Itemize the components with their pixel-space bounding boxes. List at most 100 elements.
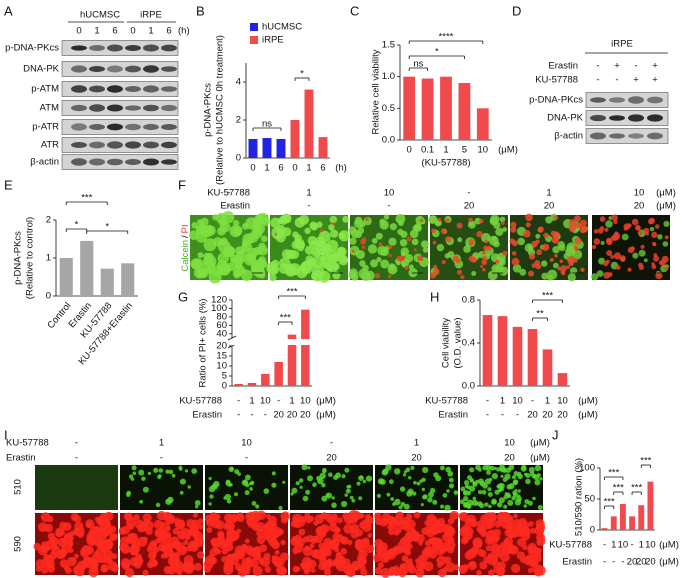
bar bbox=[276, 139, 286, 158]
cell bbox=[395, 511, 404, 520]
cell bbox=[645, 231, 649, 236]
cell bbox=[376, 493, 381, 498]
lane-label: 0 bbox=[76, 26, 81, 37]
cell bbox=[319, 531, 327, 538]
blot-band bbox=[609, 133, 625, 139]
x-tick-label: 0.1 bbox=[421, 145, 434, 156]
cell bbox=[619, 255, 626, 262]
x-tick-label: - bbox=[264, 410, 267, 421]
x-tick-label: 20 bbox=[300, 410, 311, 421]
cell bbox=[431, 228, 436, 234]
cell bbox=[102, 555, 112, 564]
cell bbox=[260, 556, 271, 567]
cell bbox=[342, 512, 350, 520]
cell bbox=[514, 489, 518, 492]
cell bbox=[662, 241, 669, 247]
blot-band bbox=[161, 86, 177, 92]
y-tick-label: 50 bbox=[584, 494, 595, 505]
cell bbox=[591, 244, 597, 250]
cell bbox=[133, 550, 139, 556]
cell bbox=[432, 499, 438, 505]
cell bbox=[409, 566, 414, 572]
panel-letter: J bbox=[552, 427, 559, 442]
cell bbox=[322, 561, 332, 571]
cell bbox=[35, 565, 42, 572]
cell bbox=[340, 548, 348, 555]
cell bbox=[549, 258, 554, 262]
cell bbox=[134, 562, 139, 568]
significance-label: *** bbox=[613, 483, 624, 494]
blot-row-label: ATR bbox=[41, 140, 59, 151]
cell bbox=[570, 267, 578, 275]
cell bbox=[535, 239, 540, 244]
cell bbox=[523, 504, 528, 508]
cell bbox=[437, 517, 446, 526]
cell bbox=[91, 561, 99, 568]
blot-band bbox=[107, 85, 123, 93]
cell bbox=[325, 492, 332, 499]
cell bbox=[493, 221, 501, 229]
cell bbox=[458, 564, 468, 574]
cell bbox=[456, 269, 463, 275]
cell bbox=[348, 226, 357, 235]
cell bbox=[640, 244, 645, 249]
cell bbox=[400, 251, 406, 257]
cell bbox=[63, 564, 71, 572]
cell bbox=[320, 255, 327, 262]
significance-label: * bbox=[435, 47, 439, 58]
bar bbox=[318, 137, 328, 158]
cell bbox=[457, 237, 463, 243]
x-tick-label: - bbox=[603, 557, 606, 568]
bar bbox=[403, 76, 416, 140]
cell bbox=[147, 471, 152, 476]
cell bbox=[319, 228, 323, 233]
cell bbox=[421, 487, 425, 492]
blot-band bbox=[143, 158, 159, 166]
cell bbox=[194, 500, 201, 506]
cell bbox=[299, 478, 304, 483]
cell bbox=[448, 477, 454, 483]
cell bbox=[240, 269, 253, 282]
cell bbox=[271, 471, 276, 476]
cell bbox=[631, 218, 639, 226]
treatment-sign: + bbox=[652, 75, 658, 86]
panel-letter: G bbox=[178, 289, 188, 304]
cell bbox=[101, 564, 107, 570]
cell bbox=[233, 219, 240, 227]
x-tick-label: 10 bbox=[618, 540, 629, 551]
cell bbox=[504, 492, 508, 496]
cell bbox=[503, 504, 508, 509]
cell bbox=[399, 239, 408, 247]
stain-label: Calcein / PI bbox=[180, 224, 191, 271]
cell bbox=[389, 223, 397, 231]
unit-label: (μM) bbox=[578, 396, 598, 407]
cell bbox=[290, 250, 300, 259]
condition-value: - bbox=[75, 453, 78, 464]
cell bbox=[395, 527, 402, 534]
cell bbox=[498, 497, 505, 504]
cell bbox=[336, 551, 342, 557]
cell bbox=[470, 256, 477, 263]
condition-value: 1 bbox=[159, 438, 164, 449]
cell bbox=[59, 521, 67, 529]
cell bbox=[398, 505, 403, 510]
cell bbox=[519, 268, 527, 276]
cell bbox=[142, 569, 149, 576]
cell bbox=[605, 259, 610, 264]
cell bbox=[209, 494, 214, 499]
cell bbox=[415, 568, 425, 578]
cell bbox=[351, 249, 355, 253]
cell bbox=[404, 524, 412, 532]
cell bbox=[308, 515, 315, 522]
blot-band bbox=[161, 141, 177, 149]
condition-value: 10 bbox=[384, 188, 395, 199]
unit-label: (h) bbox=[335, 163, 347, 174]
cell bbox=[228, 523, 235, 531]
cell bbox=[351, 498, 356, 503]
bar bbox=[304, 89, 314, 158]
cell bbox=[359, 260, 366, 267]
cell bbox=[460, 537, 469, 545]
cell bbox=[557, 266, 562, 271]
cell bbox=[380, 546, 386, 552]
blot-band bbox=[125, 45, 141, 51]
